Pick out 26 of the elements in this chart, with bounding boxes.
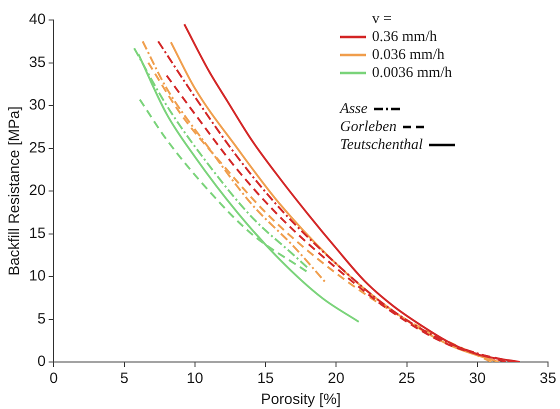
- y-tick-label: 20: [28, 182, 46, 200]
- legend-label: Gorleben: [340, 118, 397, 136]
- y-tick-label: 30: [28, 96, 46, 114]
- y-tick-label: 5: [37, 310, 46, 328]
- x-tick-label: 25: [398, 370, 416, 388]
- x-tick-label: 0: [50, 370, 58, 388]
- x-tick-label: 5: [120, 370, 128, 388]
- x-tick-label: 30: [469, 370, 486, 388]
- legend-title: v =: [371, 10, 393, 28]
- y-tick-label: 10: [28, 268, 46, 285]
- legend-label: Teutschenthal: [340, 136, 423, 154]
- x-tick-label: 15: [257, 370, 274, 388]
- y-tick-label: 0: [37, 353, 46, 370]
- x-tick-label: 20: [328, 370, 344, 388]
- x-axis-title: Porosity [%]: [260, 391, 341, 408]
- legend-label: 0.0036 mm/h: [372, 64, 452, 82]
- x-tick-label: 10: [186, 370, 204, 388]
- y-tick-label: 40: [28, 11, 46, 28]
- legend-label: 0.36 mm/h: [372, 28, 438, 46]
- y-tick-label: 15: [28, 224, 46, 242]
- legend-label: Asse: [340, 100, 368, 118]
- x-tick-label: 35: [540, 370, 556, 388]
- legend-label: 0.036 mm/h: [372, 46, 445, 64]
- y-axis-title: Backfill Resistance [MPa]: [6, 106, 24, 276]
- y-tick-label: 25: [28, 139, 46, 156]
- y-tick-label: 35: [28, 54, 46, 71]
